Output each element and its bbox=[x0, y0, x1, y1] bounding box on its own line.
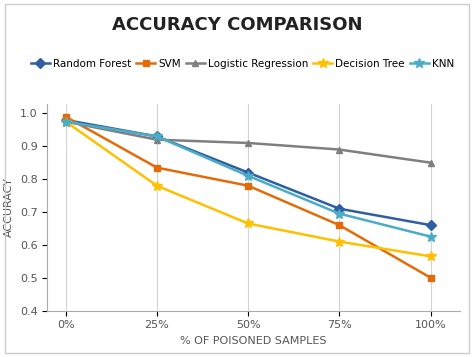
KNN bbox=[337, 211, 342, 216]
Decision Tree bbox=[245, 221, 251, 226]
Random Forest bbox=[154, 134, 160, 139]
Line: Random Forest: Random Forest bbox=[62, 116, 434, 228]
Line: KNN: KNN bbox=[61, 117, 436, 241]
Logistic Regression bbox=[154, 137, 160, 142]
Random Forest bbox=[63, 118, 68, 122]
KNN bbox=[245, 174, 251, 178]
SVM bbox=[428, 276, 433, 280]
Random Forest bbox=[245, 170, 251, 175]
Logistic Regression bbox=[428, 161, 433, 165]
Decision Tree bbox=[428, 254, 433, 258]
Text: ACCURACY COMPARISON: ACCURACY COMPARISON bbox=[112, 16, 362, 34]
KNN bbox=[63, 120, 68, 124]
SVM bbox=[337, 223, 342, 227]
Logistic Regression bbox=[337, 147, 342, 152]
Random Forest bbox=[428, 223, 433, 227]
Logistic Regression bbox=[63, 120, 68, 124]
KNN bbox=[428, 235, 433, 239]
X-axis label: % OF POISONED SAMPLES: % OF POISONED SAMPLES bbox=[180, 336, 327, 346]
Decision Tree bbox=[63, 120, 68, 124]
Decision Tree bbox=[337, 240, 342, 244]
Line: Decision Tree: Decision Tree bbox=[61, 117, 436, 261]
Decision Tree bbox=[154, 183, 160, 188]
Random Forest bbox=[337, 207, 342, 211]
Line: Logistic Regression: Logistic Regression bbox=[62, 118, 434, 166]
Legend: Random Forest, SVM, Logistic Regression, Decision Tree, KNN: Random Forest, SVM, Logistic Regression,… bbox=[29, 57, 456, 71]
SVM bbox=[154, 166, 160, 170]
SVM bbox=[245, 183, 251, 188]
Y-axis label: ACCURACY: ACCURACY bbox=[4, 177, 14, 237]
SVM bbox=[63, 115, 68, 119]
Line: SVM: SVM bbox=[62, 113, 434, 281]
KNN bbox=[154, 134, 160, 139]
Logistic Regression bbox=[245, 141, 251, 145]
